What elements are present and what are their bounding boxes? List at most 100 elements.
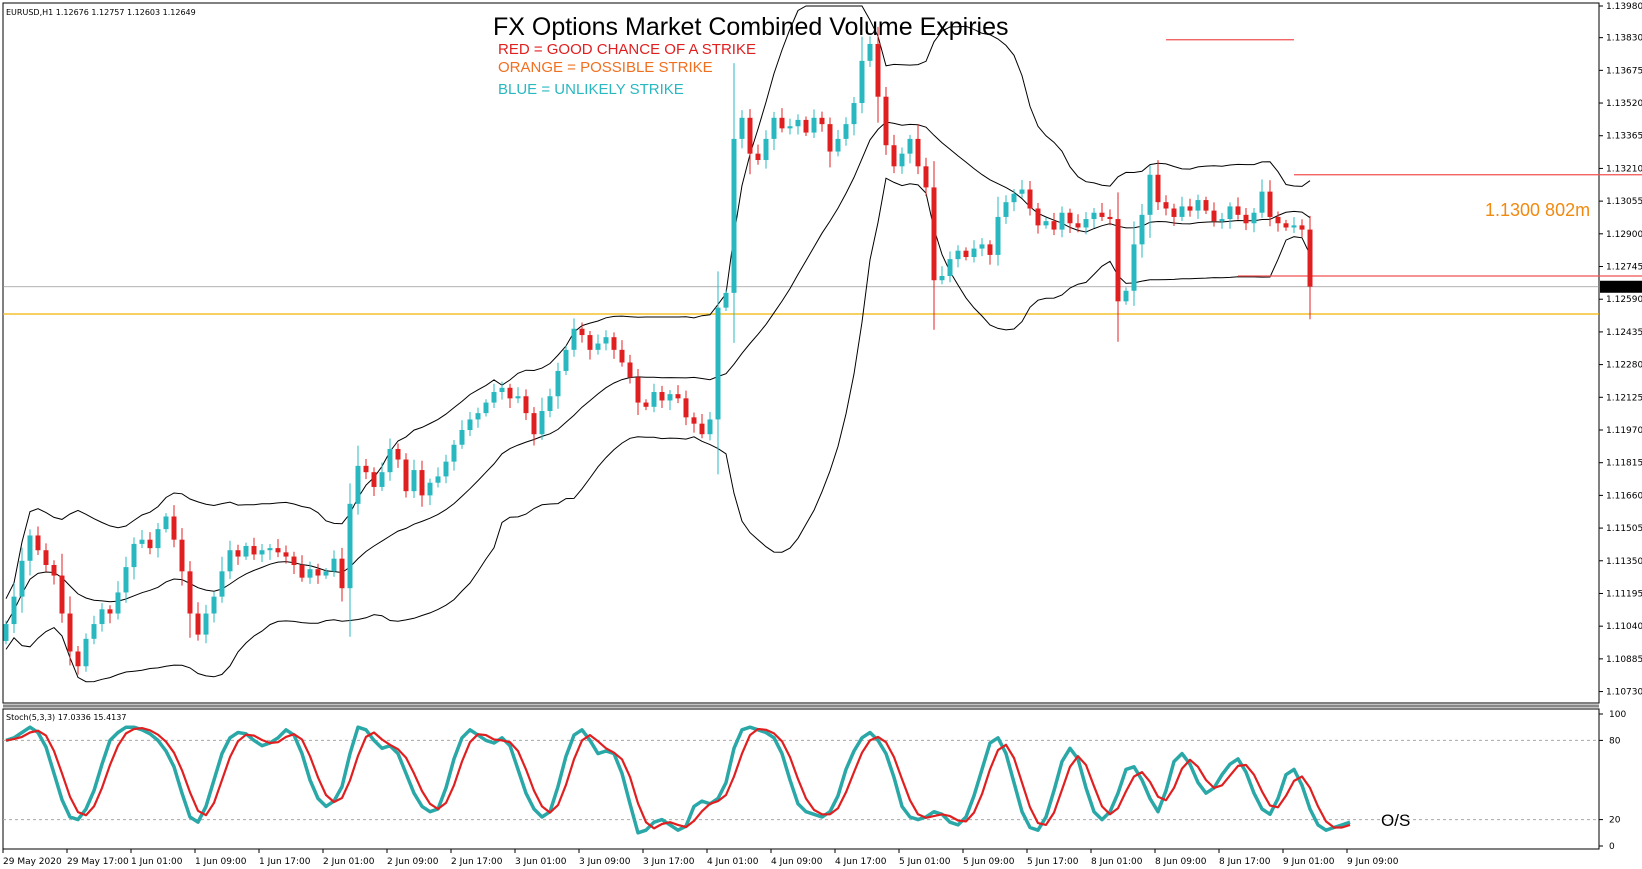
candle-body bbox=[123, 567, 129, 593]
candle-body bbox=[787, 126, 793, 129]
time-tick-label: 4 Jun 17:00 bbox=[835, 857, 887, 867]
candle-body bbox=[699, 423, 705, 435]
candle-body bbox=[1091, 212, 1097, 220]
candle-body bbox=[379, 472, 385, 487]
price-tick-label: 1.13365 bbox=[1606, 132, 1642, 142]
candle-body bbox=[363, 465, 369, 473]
candle-body bbox=[923, 166, 929, 188]
candle-body bbox=[195, 613, 201, 635]
candle-body bbox=[1179, 206, 1185, 217]
candle-body bbox=[83, 638, 89, 667]
time-tick-label: 9 Jun 01:00 bbox=[1283, 857, 1335, 867]
candle-body bbox=[867, 43, 873, 61]
price-tick-label: 1.11195 bbox=[1606, 589, 1642, 599]
stoch-signal-line bbox=[5, 727, 1351, 830]
candle-body bbox=[483, 402, 489, 414]
candle-body bbox=[203, 613, 209, 635]
time-tick-label: 2 Jun 17:00 bbox=[451, 857, 503, 867]
price-tick-label: 1.12125 bbox=[1606, 393, 1642, 403]
candle-body bbox=[627, 362, 633, 378]
current-price-label: 1.12649 bbox=[1603, 283, 1640, 293]
candle-body bbox=[1291, 225, 1297, 228]
band-middle bbox=[5, 121, 1311, 625]
candle-body bbox=[1107, 216, 1113, 220]
candle-body bbox=[467, 419, 473, 430]
candle-body bbox=[731, 138, 737, 293]
candle-body bbox=[555, 370, 561, 397]
time-tick-label: 1 Jun 17:00 bbox=[259, 857, 311, 867]
candle-body bbox=[283, 552, 289, 557]
time-tick-label: 5 Jun 09:00 bbox=[963, 857, 1015, 867]
candle-body bbox=[147, 539, 153, 549]
candle-body bbox=[835, 138, 841, 152]
candle-body bbox=[43, 550, 49, 565]
candle-body bbox=[99, 609, 105, 625]
os-label: O/S bbox=[1381, 811, 1410, 830]
candle-body bbox=[683, 398, 689, 418]
candle-body bbox=[755, 153, 761, 160]
candle-body bbox=[19, 560, 25, 597]
candle-body bbox=[963, 250, 969, 258]
candle-body bbox=[691, 417, 697, 424]
candle-body bbox=[827, 124, 833, 152]
candle-body bbox=[3, 624, 9, 641]
candle-body bbox=[403, 459, 409, 492]
candle-body bbox=[1019, 189, 1025, 194]
price-tick-label: 1.10885 bbox=[1606, 655, 1642, 665]
candle-body bbox=[707, 419, 713, 435]
band-lower bbox=[5, 177, 1311, 683]
candle-body bbox=[259, 550, 265, 555]
time-tick-label: 8 Jun 17:00 bbox=[1219, 857, 1271, 867]
price-tick-label: 1.13675 bbox=[1606, 66, 1642, 76]
candle-body bbox=[275, 548, 281, 553]
candle-body bbox=[955, 250, 961, 260]
price-tick-label: 1.11660 bbox=[1606, 491, 1642, 501]
candle-body bbox=[891, 145, 897, 167]
candle-body bbox=[1003, 202, 1009, 217]
candle-body bbox=[811, 117, 817, 133]
stoch-axis: 100 80 20 0 bbox=[3, 710, 1626, 852]
candle-body bbox=[251, 546, 257, 555]
time-tick-label: 8 Jun 01:00 bbox=[1091, 857, 1143, 867]
candle-body bbox=[635, 377, 641, 403]
candle-body bbox=[139, 539, 145, 544]
candle-body bbox=[235, 550, 241, 557]
candle-body bbox=[619, 349, 625, 363]
candle-body bbox=[883, 96, 889, 146]
candle-body bbox=[371, 472, 377, 487]
candle-body bbox=[35, 535, 41, 551]
price-panel-frame bbox=[2, 2, 1600, 704]
candle-body bbox=[219, 571, 225, 597]
candle-body bbox=[915, 138, 921, 167]
candle-body bbox=[307, 569, 313, 578]
candle-body bbox=[491, 392, 497, 403]
candle-body bbox=[1123, 290, 1129, 302]
candle-body bbox=[771, 117, 777, 139]
time-tick-label: 5 Jun 17:00 bbox=[1027, 857, 1079, 867]
candle-body bbox=[1043, 221, 1049, 226]
candle-body bbox=[243, 546, 249, 557]
candle-body bbox=[1219, 219, 1225, 222]
candle-body bbox=[323, 571, 329, 576]
candle-body bbox=[1275, 216, 1281, 224]
candle-body bbox=[475, 413, 481, 420]
candle-body bbox=[411, 470, 417, 492]
candle-body bbox=[1299, 225, 1305, 230]
candle-body bbox=[939, 276, 945, 281]
time-tick-label: 29 May 2020 bbox=[3, 857, 62, 867]
candle-body bbox=[395, 448, 401, 460]
candle-body bbox=[1243, 214, 1249, 224]
legend-orange: ORANGE = POSSIBLE STRIKE bbox=[498, 59, 713, 76]
price-tick-label: 1.10730 bbox=[1606, 688, 1642, 698]
candle-body bbox=[651, 392, 657, 407]
stochastic-lines bbox=[5, 725, 1351, 835]
time-tick-label: 9 Jun 09:00 bbox=[1347, 857, 1399, 867]
price-tick-label: 1.13980 bbox=[1606, 2, 1642, 12]
time-tick-label: 1 Jun 09:00 bbox=[195, 857, 247, 867]
symbol-info: EURUSD,H1 1.12676 1.12757 1.12603 1.1264… bbox=[6, 8, 196, 17]
candle-body bbox=[875, 43, 881, 97]
candle-body bbox=[995, 216, 1001, 255]
candle-body bbox=[1235, 206, 1241, 215]
candle-body bbox=[1283, 223, 1289, 228]
price-tick-label: 1.12900 bbox=[1606, 230, 1642, 240]
